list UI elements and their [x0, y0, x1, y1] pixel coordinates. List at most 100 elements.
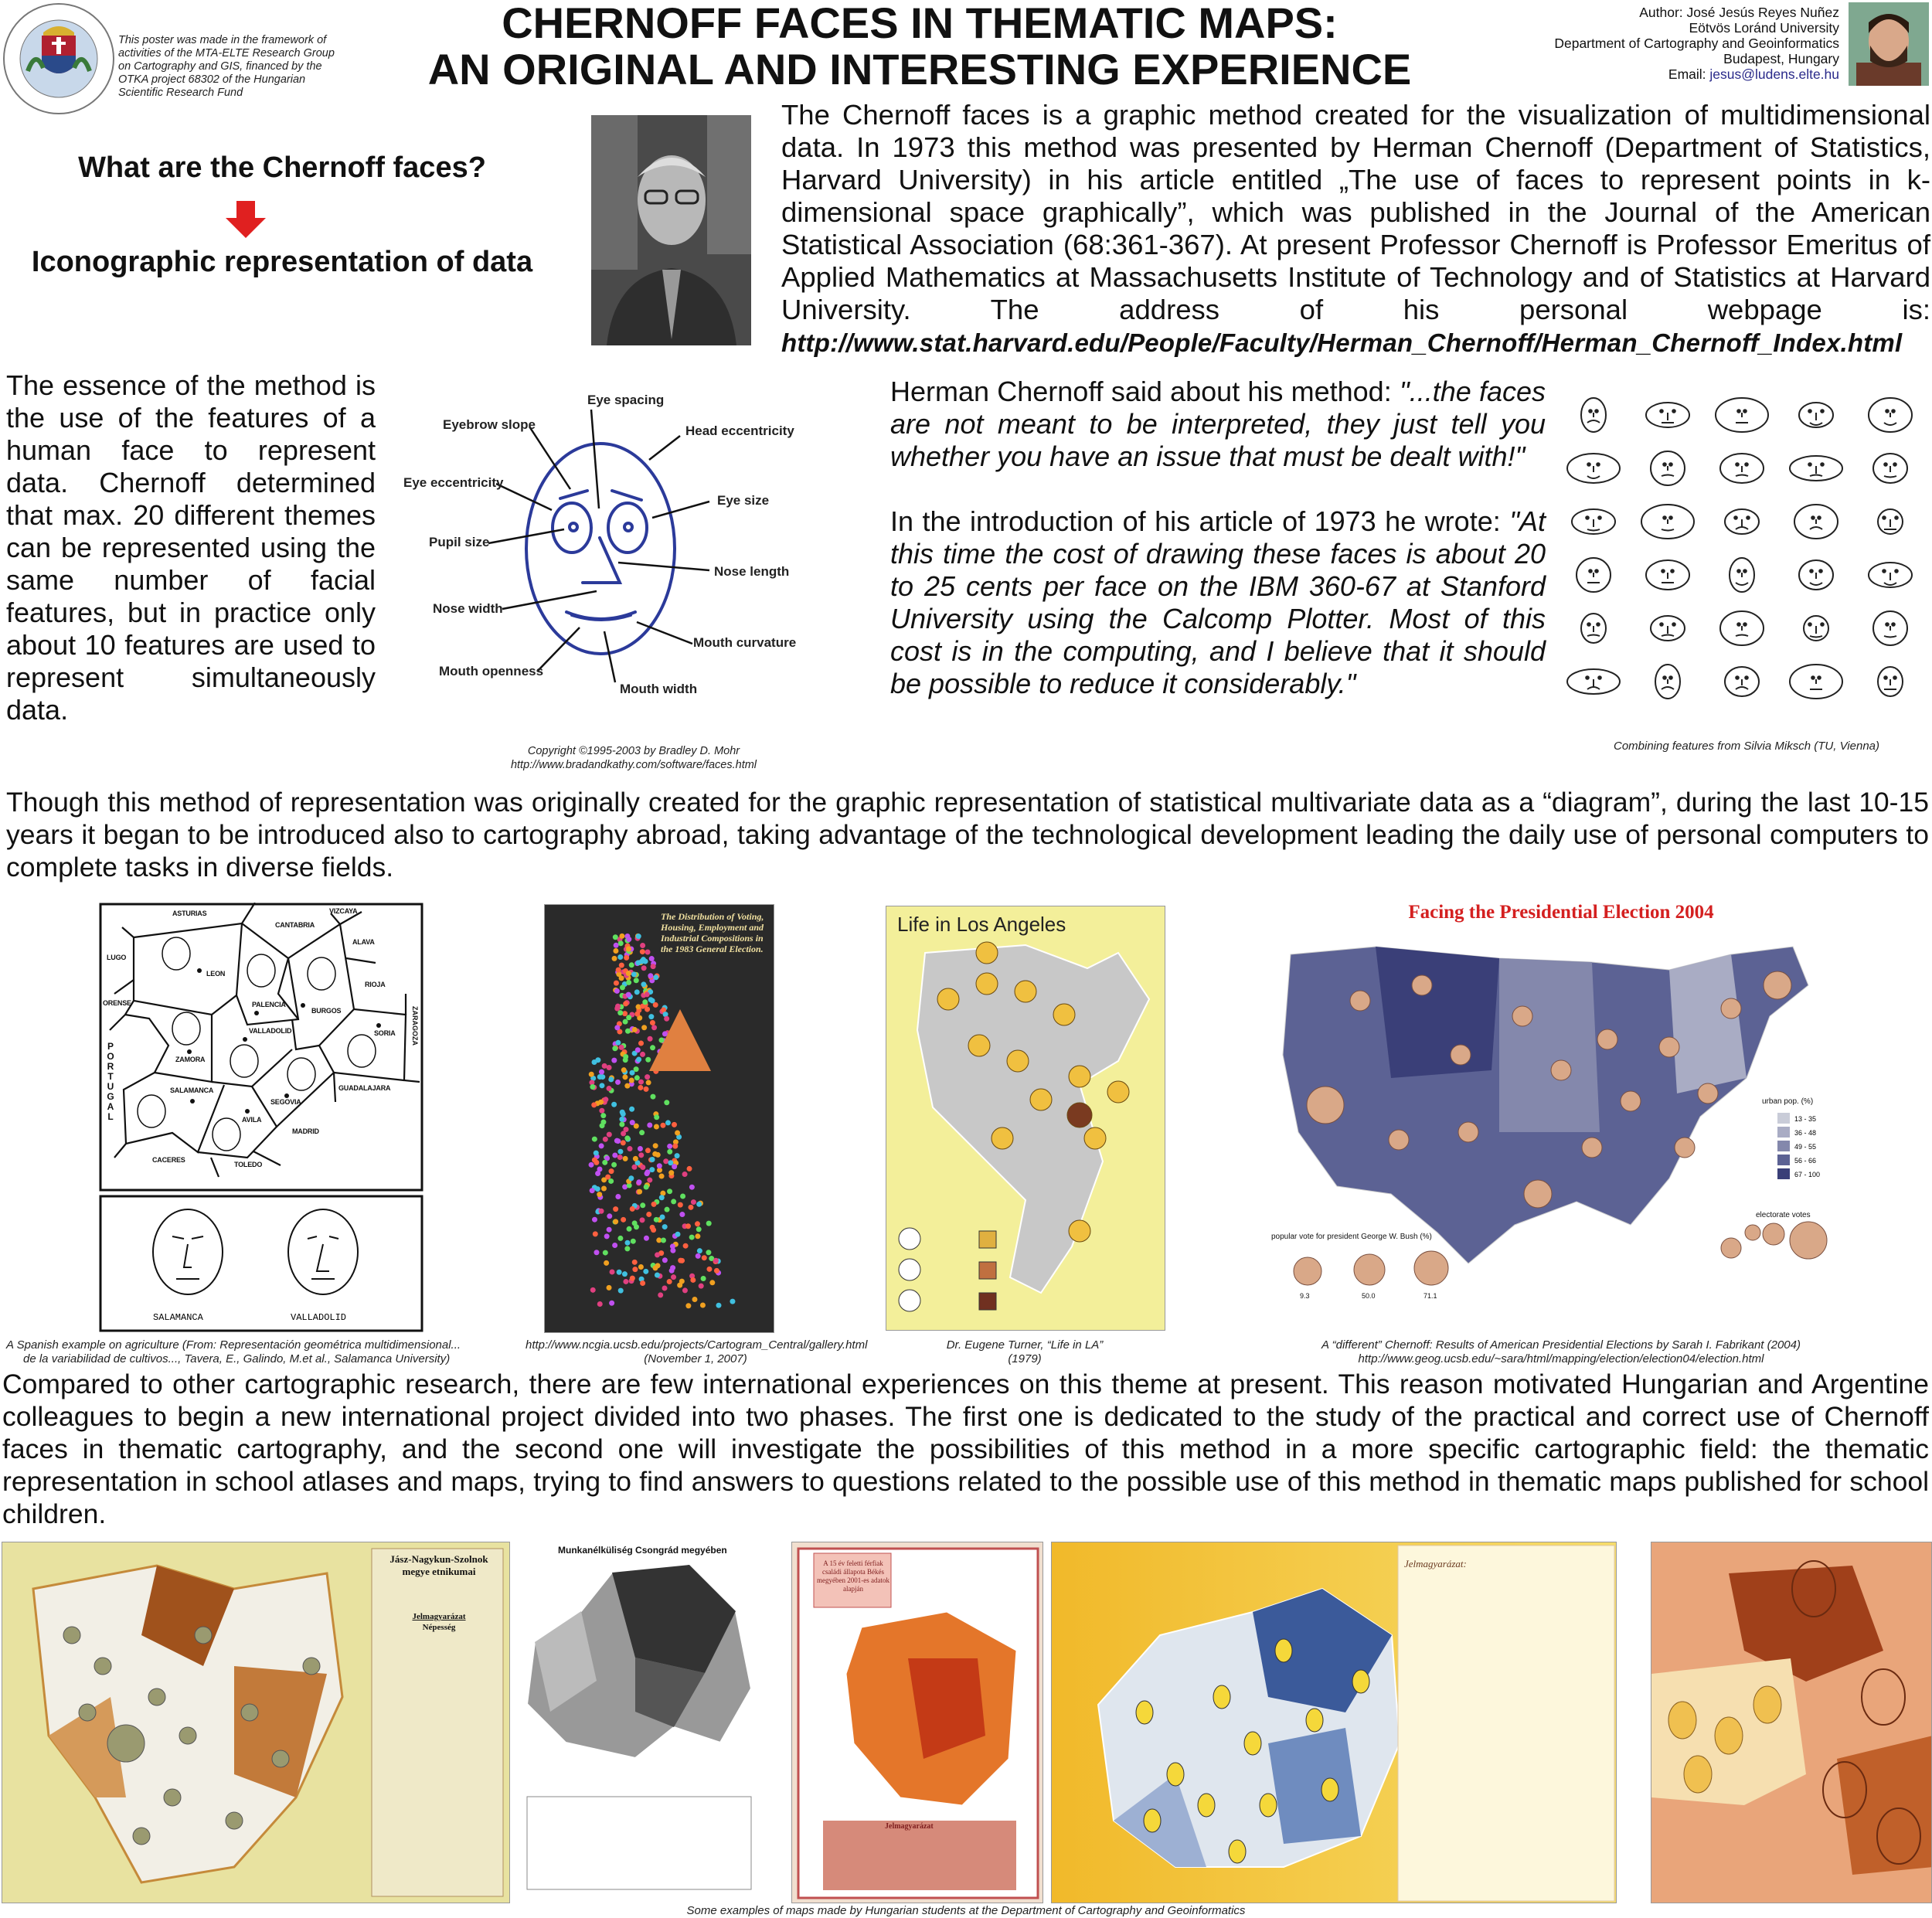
constituency-dot — [653, 1124, 659, 1130]
la-map-title: Life in Los Angeles — [897, 913, 1066, 936]
constituency-dot — [617, 1029, 623, 1035]
ethnic-face-symbol — [271, 1750, 290, 1768]
constituency-dot — [672, 1143, 679, 1149]
constituency-dot — [607, 1213, 613, 1219]
project-paragraph: Compared to other cartographic research,… — [2, 1369, 1929, 1529]
university-seal-logo — [3, 3, 114, 114]
constituency-dot — [617, 1148, 624, 1155]
constituency-dot — [682, 1287, 688, 1294]
answer-heading: Iconographic representation of data — [31, 246, 533, 278]
constituency-dot — [692, 1297, 698, 1303]
constituency-dot — [621, 1271, 628, 1277]
constituency-dot — [633, 1123, 639, 1129]
chernoff-face — [1566, 453, 1621, 484]
constituency-dot — [601, 1177, 607, 1183]
constituency-dot — [695, 1233, 701, 1240]
chernoff-face — [1580, 613, 1607, 644]
constituency-dot — [638, 1264, 644, 1270]
map2-title: Munkanélküliség Csongrád megyében — [558, 1545, 727, 1556]
constituency-dot — [624, 1028, 631, 1034]
constituency-dot — [662, 1012, 668, 1018]
constituency-dot — [653, 974, 659, 981]
constituency-dot — [616, 971, 622, 978]
us-map-title: Facing the Presidential Election 2004 — [1408, 902, 1714, 923]
constituency-dot — [657, 1167, 663, 1173]
chernoff-face — [1877, 508, 1903, 535]
constituency-dot — [652, 1002, 658, 1008]
constituency-dot — [617, 954, 624, 961]
author-photo — [1849, 2, 1929, 86]
constituency-dot — [617, 1235, 624, 1241]
question-heading: What are the Chernoff faces? — [78, 151, 486, 184]
label-eyebrow-slope: Eyebrow slope — [443, 417, 536, 432]
constituency-dot — [646, 1211, 652, 1217]
region-label-cantabria: CANTABRIA — [275, 921, 315, 929]
constituency-dot — [625, 991, 631, 998]
caption-link[interactable]: http://www.geog.ucsb.edu/~sara/html/mapp… — [1358, 1352, 1764, 1365]
constituency-dot — [633, 1224, 639, 1230]
region-label-avila: AVILA — [242, 1116, 262, 1124]
chernoff-face — [1566, 668, 1621, 695]
caption-line: (1979) — [1008, 1352, 1042, 1365]
constituency-dot — [599, 1083, 605, 1089]
constituency-dot — [638, 1152, 645, 1158]
constituency-dot — [664, 1015, 670, 1022]
caption-us-election: A “different” Chernoff: Results of Ameri… — [1252, 1338, 1870, 1366]
author-department: Department of Cartography and Geoinforma… — [1554, 36, 1839, 51]
faces-url-link[interactable]: http://www.bradandkathy.com/software/fac… — [510, 759, 757, 771]
constituency-dot — [655, 1263, 661, 1269]
constituency-dot — [625, 946, 631, 952]
constituency-dot — [608, 1168, 614, 1175]
quote-1-intro: Herman Chernoff said about his method: — [890, 376, 1400, 407]
constituency-dot — [627, 1146, 633, 1152]
constituency-dot — [638, 1084, 644, 1090]
faces-grid-caption: Combining features from Silvia Miksch (T… — [1613, 740, 1879, 753]
constituency-dot — [662, 1031, 668, 1037]
constituency-dot — [609, 1300, 615, 1306]
us-election-map: Facing the Presidential Election 2004 13… — [1267, 900, 1849, 1333]
constituency-dot — [672, 1164, 678, 1170]
constituency-dot — [676, 1134, 682, 1140]
chernoff-webpage-link[interactable]: http://www.stat.harvard.edu/People/Facul… — [781, 328, 1903, 357]
chernoff-face — [1571, 508, 1616, 535]
chernoff-face — [1650, 451, 1685, 486]
simpson-face-symbol — [1197, 1793, 1216, 1818]
constituency-dot — [666, 1279, 672, 1285]
chernoff-face — [1645, 559, 1690, 590]
constituency-dot — [640, 1280, 646, 1286]
constituency-dot — [631, 1050, 638, 1056]
constituency-dot — [645, 1148, 651, 1154]
uk-map-title: The Distribution of Voting, Housing, Emp… — [661, 911, 764, 954]
constituency-dot — [612, 934, 618, 940]
constituency-dot — [621, 1131, 627, 1137]
caption-link[interactable]: http://www.ncgia.ucsb.edu/projects/Carto… — [526, 1338, 868, 1352]
ethnic-face-symbol — [302, 1657, 321, 1675]
author-city: Budapest, Hungary — [1723, 51, 1839, 66]
constituency-dot — [604, 1155, 611, 1161]
urban-pop-legend-swatch — [1777, 1155, 1790, 1165]
chernoff-face — [1719, 453, 1764, 484]
constituency-dot — [633, 1066, 639, 1073]
constituency-dot — [618, 975, 624, 981]
constituency-dot — [594, 1250, 600, 1256]
constituency-dot — [595, 1170, 601, 1176]
constituency-dot — [602, 1250, 608, 1256]
constituency-dot — [644, 991, 650, 998]
chernoff-face — [1655, 664, 1681, 699]
chernoff-face — [1724, 666, 1760, 697]
constituency-dot — [637, 1145, 643, 1151]
constituency-dot — [649, 1156, 655, 1162]
quote-1: Herman Chernoff said about his method: "… — [890, 376, 1546, 473]
chernoff-face — [1719, 610, 1764, 646]
constituency-dot — [658, 1292, 664, 1298]
constituency-dot — [629, 1106, 635, 1112]
constituency-dot — [716, 1302, 722, 1308]
constituency-dot — [634, 1011, 641, 1017]
quote-2-text: "At this time the cost of drawing these … — [890, 505, 1546, 699]
constituency-dot — [613, 1206, 619, 1212]
constituency-dot — [640, 1051, 646, 1057]
constituency-dot — [629, 1206, 635, 1212]
constituency-dot — [611, 1101, 617, 1107]
constituency-dot — [650, 964, 656, 970]
email-link[interactable]: jesus@ludens.elte.hu — [1709, 66, 1839, 82]
